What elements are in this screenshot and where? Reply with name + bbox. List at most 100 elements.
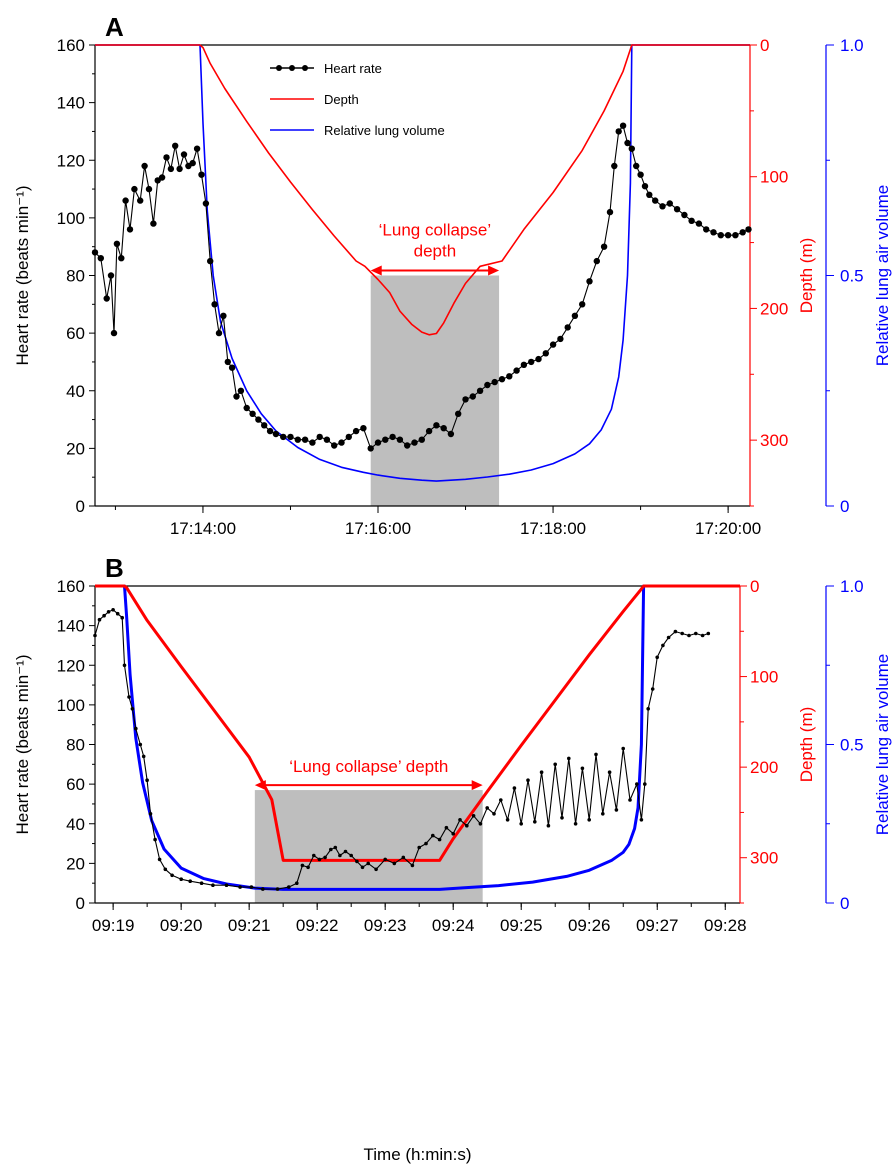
panel-b-heart-rate-point (458, 818, 462, 822)
panel-b-heart-rate-point (687, 633, 691, 638)
panel-b-y-lung-title: Relative lung air volume (873, 654, 892, 835)
panel-b-heart-rate-point (179, 877, 183, 881)
panel-a-heart-rate-point (462, 396, 469, 403)
panel-b-y-depth-tick-label: 200 (750, 758, 778, 777)
panel-b-heart-rate-point (138, 742, 143, 747)
panel-b-heart-rate-point (546, 823, 551, 828)
panel-a-heart-rate-point (491, 378, 498, 386)
panel-a-heart-rate-point (440, 425, 447, 432)
panel-a-heart-rate-point (294, 436, 301, 443)
panel-b-y-depth-tick-label: 300 (750, 849, 778, 868)
panel-a-heart-rate-point (331, 442, 338, 449)
panel-a-heart-rate-point (732, 232, 739, 239)
panel-b-annotation-arrowhead-left (254, 780, 266, 791)
panel-a-heart-rate-point (266, 427, 274, 435)
panel-b-heart-rate-point (526, 778, 530, 782)
panel-a-heart-rate-point (118, 255, 125, 262)
panel-a-heart-rate-point (163, 154, 170, 161)
panel-b-heart-rate-point (224, 883, 229, 887)
panel-a-heart-rate-point (389, 433, 396, 441)
panel-a-heart-rate-point (189, 159, 196, 167)
panel-b-y-left-tick-label: 140 (57, 617, 85, 636)
panel-a-heart-rate-point (150, 220, 157, 227)
panel-b-heart-rate-point (338, 853, 342, 858)
panel-b-heart-rate-point (120, 615, 124, 620)
panel-b-heart-rate-point (329, 847, 333, 852)
panel-a-heart-rate-point (220, 312, 227, 319)
panel-b-heart-rate-point (621, 746, 625, 751)
panel-a-heart-rate-point (323, 436, 331, 443)
panel-a-heart-rate-point (579, 301, 586, 308)
panel-a-heart-rate-point (352, 427, 360, 435)
panel-a-heart-rate-point (624, 139, 631, 147)
panel-b-heart-rate-point (451, 831, 456, 836)
panel-b-heart-rate-point (170, 873, 174, 878)
panel-b-heart-rate-point (145, 778, 149, 782)
panel-a-heart-rate-point (180, 151, 188, 158)
panel-a-heart-rate-point (433, 422, 440, 429)
panel-a-heart-rate-point (703, 226, 710, 233)
panel-b-heart-rate-point (374, 867, 378, 872)
panel-a-heart-rate-point (425, 427, 433, 435)
panel-a-heart-rate-point (122, 197, 129, 204)
panel-a-heart-rate-point (418, 436, 425, 443)
panel-b-heart-rate-point (417, 845, 422, 850)
panel-b-heart-rate-point (437, 837, 442, 842)
panel-a-heart-rate-point (172, 142, 179, 149)
panel-b-y-lung-tick-label: 1.0 (840, 577, 864, 596)
panel-b-heart-rate-point (392, 861, 397, 866)
legend-label: Heart rate (324, 61, 382, 76)
panel-a-heart-rate-point (528, 358, 535, 366)
panel-b-heart-rate-point (567, 756, 571, 761)
panel-b-x-tick-label: 09:19 (92, 916, 135, 935)
panel-b-heart-rate-point (360, 865, 365, 870)
panel-b-x-tick-label: 09:27 (636, 916, 679, 935)
panel-b-heart-rate-point (533, 820, 537, 824)
panel-b-heart-rate-point (478, 822, 483, 826)
panel-a-heart-rate-point (316, 433, 323, 441)
panel-a-heart-rate-point (506, 373, 513, 380)
panel-a-heart-rate-point (628, 145, 635, 152)
panel-a-heart-rate-point (615, 128, 622, 135)
panel-a-heart-rate-point (113, 240, 121, 247)
panel-b-collapse-shading (254, 790, 483, 903)
panel-a-heart-rate-point (176, 165, 183, 173)
panel-a-heart-rate-point (411, 439, 418, 446)
panel-b-series-left (94, 609, 709, 890)
panel-a-y-left-tick-label: 160 (57, 36, 85, 55)
panel-a-heart-rate-point (280, 433, 287, 441)
panel-a-heart-rate-point (557, 335, 564, 343)
panel-a-heart-rate-point (724, 232, 732, 239)
panel-b-heart-rate-point (134, 726, 138, 731)
panel-b-heart-rate-point (680, 631, 684, 636)
panel-a-heart-rate-point (637, 171, 644, 178)
panel-b-heart-rate-point (93, 633, 97, 638)
panel-a-heart-rate-point (535, 355, 542, 363)
panel-a-y-left-tick-label: 140 (57, 94, 85, 113)
panel-b-y-depth-tick-label: 0 (750, 577, 759, 596)
panel-b-x-tick-label: 09:28 (704, 916, 747, 935)
panel-b-heart-rate-point (614, 808, 619, 812)
panel-b-y-left-tick-label: 100 (57, 696, 85, 715)
panel-b-heart-rate-point (141, 754, 146, 759)
panel-b-heart-rate-point (323, 855, 327, 860)
panel-a-annotation-arrowhead-right (488, 265, 500, 276)
legend-marker (289, 65, 295, 71)
panel-a-heart-rate-point (167, 165, 175, 173)
panel-a-heart-rate-point (641, 183, 649, 190)
panel-b-heart-rate-point (655, 655, 659, 660)
panel-a-y-lung-tick-label: 1.0 (840, 36, 864, 55)
panel-a-y-left-tick-label: 0 (76, 497, 85, 516)
panel-b-heart-rate-point (366, 861, 371, 866)
panel-a-heart-rate-point (476, 387, 484, 394)
legend-label: Depth (324, 92, 359, 107)
panel-b-heart-rate-point (431, 833, 435, 838)
panel-a-heart-rate-point (593, 257, 600, 265)
panel-a-heart-rate-point (301, 436, 309, 443)
panel-b-heart-rate-point (249, 885, 254, 889)
panel-b-heart-rate-point (127, 695, 131, 699)
panel-b: 0 20 40 60 80 100 120 140 160 0 100 200 300 0 0.5 1.0 09… (13, 553, 892, 1164)
panel-a-heart-rate-point (564, 324, 571, 331)
panel-b-x-tick-label: 09:24 (432, 916, 475, 935)
panel-a-heart-rate-point (652, 197, 659, 204)
